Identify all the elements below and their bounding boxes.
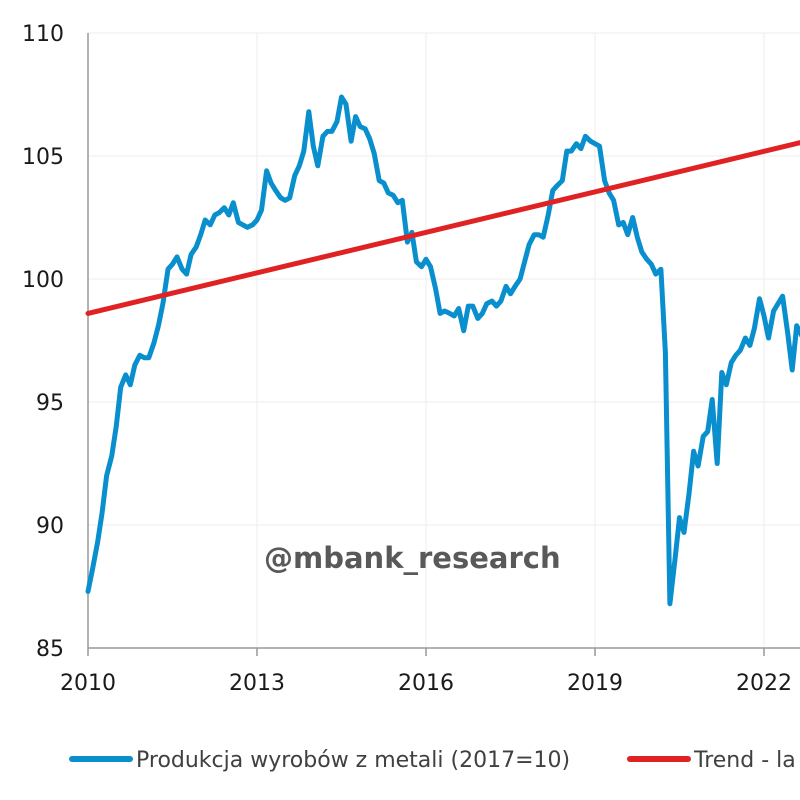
series-line-trend	[85, 140, 800, 316]
x-tick-label: 2010	[60, 671, 116, 696]
y-tick-label: 110	[22, 22, 64, 47]
legend-label-series: Produkcja wyrobów z metali (2017=10)	[136, 748, 570, 773]
legend: Produkcja wyrobów z metali (2017=10) Tre…	[69, 748, 796, 773]
y-tick-label: 85	[36, 637, 64, 662]
series-layer	[85, 94, 800, 607]
y-tick-label: 100	[22, 268, 64, 293]
y-tick-label: 105	[22, 145, 64, 170]
x-tick-label: 2013	[229, 671, 285, 696]
legend-label-trend: Trend - la	[693, 748, 796, 773]
x-tick-label: 2019	[567, 671, 623, 696]
y-tick-label: 90	[36, 514, 64, 539]
y-tick-label: 95	[36, 391, 64, 416]
x-axis: 2010 2013 2016 2019 2022	[60, 33, 800, 696]
series-line-production	[85, 94, 800, 607]
y-axis-ticks: 110 105 100 95 90 85	[22, 22, 64, 662]
x-tick-label: 2016	[398, 671, 454, 696]
x-tick-label: 2022	[736, 671, 792, 696]
watermark: @mbank_research	[264, 541, 561, 575]
